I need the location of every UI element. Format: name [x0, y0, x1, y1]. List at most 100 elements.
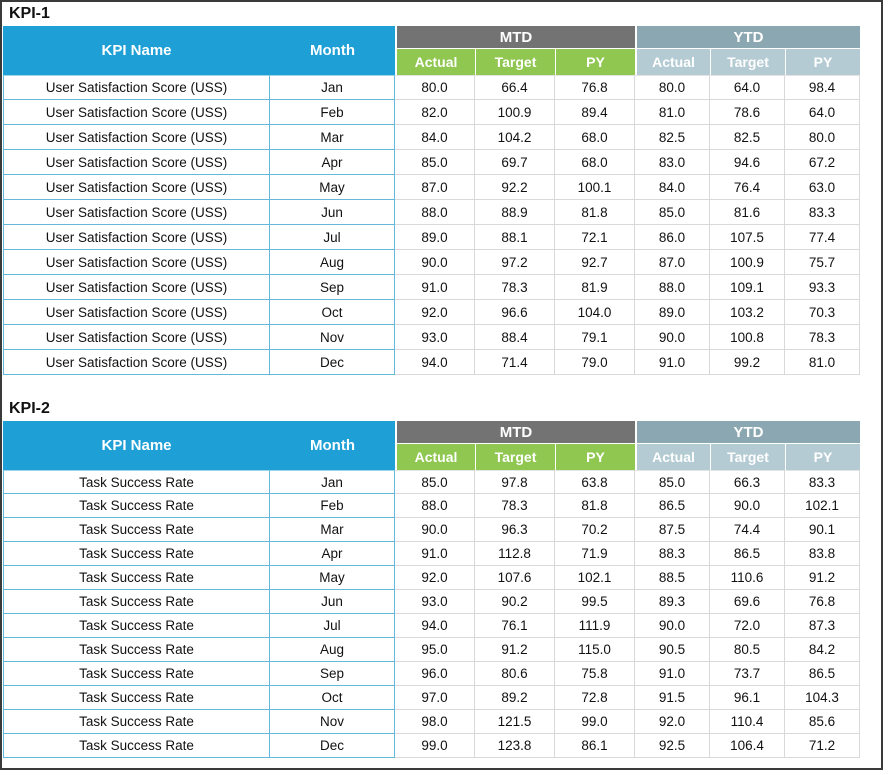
mtd-target-cell[interactable]: 78.3: [475, 494, 555, 518]
mtd-py-cell[interactable]: 63.8: [555, 470, 635, 494]
ytd-py-cell[interactable]: 102.1: [785, 494, 860, 518]
ytd-target-cell[interactable]: 90.0: [710, 494, 785, 518]
kpi-name-cell[interactable]: Task Success Rate: [3, 590, 270, 614]
mtd-actual-cell[interactable]: 90.0: [395, 250, 475, 275]
ytd-target-cell[interactable]: 107.5: [710, 225, 785, 250]
month-cell[interactable]: Jul: [270, 225, 395, 250]
mtd-target-cell[interactable]: 104.2: [475, 125, 555, 150]
mtd-actual-cell[interactable]: 92.0: [395, 566, 475, 590]
month-cell[interactable]: Dec: [270, 350, 395, 375]
ytd-actual-cell[interactable]: 91.0: [635, 662, 710, 686]
month-cell[interactable]: Nov: [270, 710, 395, 734]
ytd-target-header[interactable]: Target: [710, 49, 785, 75]
mtd-actual-cell[interactable]: 98.0: [395, 710, 475, 734]
mtd-py-cell[interactable]: 81.8: [555, 494, 635, 518]
ytd-actual-cell[interactable]: 91.0: [635, 350, 710, 375]
ytd-py-cell[interactable]: 76.8: [785, 590, 860, 614]
kpi-name-cell[interactable]: Task Success Rate: [3, 734, 270, 758]
ytd-py-cell[interactable]: 80.0: [785, 125, 860, 150]
ytd-target-cell[interactable]: 78.6: [710, 100, 785, 125]
mtd-target-header[interactable]: Target: [475, 444, 555, 470]
month-cell[interactable]: Feb: [270, 100, 395, 125]
month-cell[interactable]: Feb: [270, 494, 395, 518]
kpi-name-cell[interactable]: User Satisfaction Score (USS): [3, 200, 270, 225]
mtd-target-cell[interactable]: 121.5: [475, 710, 555, 734]
mtd-actual-header[interactable]: Actual: [395, 49, 475, 75]
mtd-py-cell[interactable]: 68.0: [555, 125, 635, 150]
mtd-target-cell[interactable]: 71.4: [475, 350, 555, 375]
ytd-actual-cell[interactable]: 89.3: [635, 590, 710, 614]
kpi-name-cell[interactable]: Task Success Rate: [3, 662, 270, 686]
month-column-header[interactable]: Month: [270, 26, 395, 75]
ytd-actual-cell[interactable]: 83.0: [635, 150, 710, 175]
month-cell[interactable]: Nov: [270, 325, 395, 350]
mtd-actual-cell[interactable]: 99.0: [395, 734, 475, 758]
mtd-group-header[interactable]: MTD: [395, 26, 635, 49]
ytd-actual-cell[interactable]: 90.0: [635, 614, 710, 638]
mtd-py-cell[interactable]: 79.0: [555, 350, 635, 375]
ytd-actual-cell[interactable]: 86.0: [635, 225, 710, 250]
ytd-py-cell[interactable]: 83.3: [785, 470, 860, 494]
mtd-actual-cell[interactable]: 91.0: [395, 542, 475, 566]
kpi-name-cell[interactable]: Task Success Rate: [3, 614, 270, 638]
mtd-target-cell[interactable]: 100.9: [475, 100, 555, 125]
ytd-py-cell[interactable]: 104.3: [785, 686, 860, 710]
ytd-py-cell[interactable]: 84.2: [785, 638, 860, 662]
ytd-target-cell[interactable]: 64.0: [710, 75, 785, 100]
kpi-name-cell[interactable]: User Satisfaction Score (USS): [3, 250, 270, 275]
mtd-py-cell[interactable]: 71.9: [555, 542, 635, 566]
month-cell[interactable]: Mar: [270, 125, 395, 150]
mtd-target-cell[interactable]: 88.1: [475, 225, 555, 250]
month-cell[interactable]: Jul: [270, 614, 395, 638]
mtd-py-cell[interactable]: 76.8: [555, 75, 635, 100]
kpi-name-column-header[interactable]: KPI Name: [3, 421, 270, 470]
ytd-target-header[interactable]: Target: [710, 444, 785, 470]
mtd-py-cell[interactable]: 89.4: [555, 100, 635, 125]
mtd-py-cell[interactable]: 104.0: [555, 300, 635, 325]
ytd-actual-cell[interactable]: 88.5: [635, 566, 710, 590]
mtd-target-cell[interactable]: 89.2: [475, 686, 555, 710]
ytd-target-cell[interactable]: 82.5: [710, 125, 785, 150]
month-cell[interactable]: Aug: [270, 638, 395, 662]
ytd-group-header[interactable]: YTD: [635, 421, 860, 444]
ytd-target-cell[interactable]: 69.6: [710, 590, 785, 614]
month-cell[interactable]: Apr: [270, 150, 395, 175]
ytd-py-cell[interactable]: 91.2: [785, 566, 860, 590]
kpi-name-cell[interactable]: User Satisfaction Score (USS): [3, 225, 270, 250]
ytd-actual-cell[interactable]: 80.0: [635, 75, 710, 100]
month-cell[interactable]: Jun: [270, 590, 395, 614]
ytd-target-cell[interactable]: 109.1: [710, 275, 785, 300]
mtd-py-header[interactable]: PY: [555, 49, 635, 75]
ytd-actual-cell[interactable]: 88.0: [635, 275, 710, 300]
mtd-target-header[interactable]: Target: [475, 49, 555, 75]
mtd-target-cell[interactable]: 78.3: [475, 275, 555, 300]
ytd-py-cell[interactable]: 67.2: [785, 150, 860, 175]
ytd-actual-cell[interactable]: 81.0: [635, 100, 710, 125]
ytd-target-cell[interactable]: 100.8: [710, 325, 785, 350]
month-cell[interactable]: Sep: [270, 275, 395, 300]
month-cell[interactable]: Jun: [270, 200, 395, 225]
mtd-actual-header[interactable]: Actual: [395, 444, 475, 470]
ytd-target-cell[interactable]: 96.1: [710, 686, 785, 710]
ytd-actual-cell[interactable]: 89.0: [635, 300, 710, 325]
kpi-name-cell[interactable]: User Satisfaction Score (USS): [3, 300, 270, 325]
ytd-target-cell[interactable]: 80.5: [710, 638, 785, 662]
ytd-actual-cell[interactable]: 91.5: [635, 686, 710, 710]
mtd-py-cell[interactable]: 70.2: [555, 518, 635, 542]
ytd-actual-cell[interactable]: 85.0: [635, 200, 710, 225]
mtd-actual-cell[interactable]: 87.0: [395, 175, 475, 200]
kpi-name-cell[interactable]: User Satisfaction Score (USS): [3, 75, 270, 100]
kpi-name-cell[interactable]: Task Success Rate: [3, 686, 270, 710]
ytd-py-cell[interactable]: 86.5: [785, 662, 860, 686]
ytd-target-cell[interactable]: 81.6: [710, 200, 785, 225]
ytd-py-cell[interactable]: 70.3: [785, 300, 860, 325]
ytd-py-header[interactable]: PY: [785, 444, 860, 470]
ytd-py-header[interactable]: PY: [785, 49, 860, 75]
ytd-target-cell[interactable]: 110.6: [710, 566, 785, 590]
kpi-name-cell[interactable]: Task Success Rate: [3, 494, 270, 518]
mtd-actual-cell[interactable]: 88.0: [395, 494, 475, 518]
ytd-actual-cell[interactable]: 84.0: [635, 175, 710, 200]
ytd-actual-cell[interactable]: 87.5: [635, 518, 710, 542]
mtd-py-cell[interactable]: 115.0: [555, 638, 635, 662]
mtd-py-cell[interactable]: 111.9: [555, 614, 635, 638]
